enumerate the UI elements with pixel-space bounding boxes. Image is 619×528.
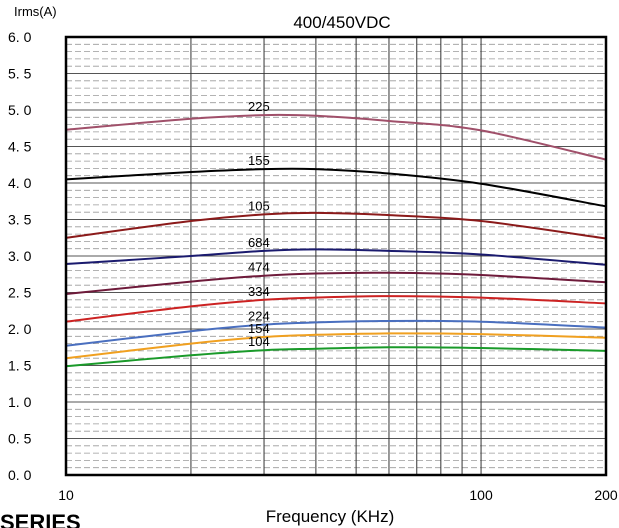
y-tick-label: 1. 5 bbox=[8, 358, 32, 374]
series-line-154 bbox=[65, 332, 607, 360]
y-tick-label: 3. 5 bbox=[8, 212, 32, 228]
series-label-334: 334 bbox=[248, 284, 270, 299]
x-tick-label: 100 bbox=[469, 487, 493, 503]
series-line-474 bbox=[65, 271, 607, 295]
series-label-155: 155 bbox=[248, 153, 270, 168]
y-tick-label: 5. 5 bbox=[8, 66, 32, 82]
x-axis-label: Frequency (KHz) bbox=[266, 507, 394, 526]
y-tick-label: 0. 0 bbox=[8, 467, 32, 483]
series-label-104: 104 bbox=[248, 334, 270, 349]
plot-frame bbox=[64, 35, 608, 477]
y-tick-label: 0. 5 bbox=[8, 431, 32, 447]
y-tick-label: 6. 0 bbox=[8, 29, 32, 45]
y-axis-label: Irms(A) bbox=[14, 4, 57, 19]
series-label-474: 474 bbox=[248, 260, 270, 275]
x-tick-label: 200 bbox=[594, 487, 618, 503]
y-tick-label: 4. 0 bbox=[8, 175, 32, 191]
y-tick-label: 3. 0 bbox=[8, 248, 32, 264]
series-label-225: 225 bbox=[248, 99, 270, 114]
y-tick-label: 2. 0 bbox=[8, 321, 32, 337]
series-label-684: 684 bbox=[248, 235, 270, 250]
y-tick-label: 4. 5 bbox=[8, 139, 32, 155]
series-line-334 bbox=[65, 295, 607, 323]
series-line-155 bbox=[65, 167, 607, 208]
series-line-224 bbox=[65, 319, 607, 347]
series-label-224: 224 bbox=[248, 309, 270, 324]
chart-title: 400/450VDC bbox=[293, 13, 390, 32]
series-line-684 bbox=[65, 248, 607, 266]
y-tick-label: 5. 0 bbox=[8, 102, 32, 118]
y-tick-labels: 0. 0 0. 5 1. 0 1. 5 2. 0 2. 5 3. 0 3. 5 4. 0 4. 5… bbox=[8, 29, 32, 483]
series-line-105 bbox=[65, 211, 607, 240]
x-tick-labels: 10 100 200 bbox=[58, 487, 618, 503]
series-line-225 bbox=[65, 113, 607, 161]
series-label-154: 154 bbox=[248, 321, 270, 336]
series-line-104 bbox=[65, 346, 607, 368]
series-label-105: 105 bbox=[248, 198, 270, 213]
y-tick-label: 2. 5 bbox=[8, 285, 32, 301]
y-tick-label: 1. 0 bbox=[8, 394, 32, 410]
grid bbox=[66, 37, 606, 475]
footer-text: SERIES bbox=[0, 510, 81, 528]
x-tick-label: 10 bbox=[58, 487, 74, 503]
series-lines bbox=[65, 113, 607, 368]
